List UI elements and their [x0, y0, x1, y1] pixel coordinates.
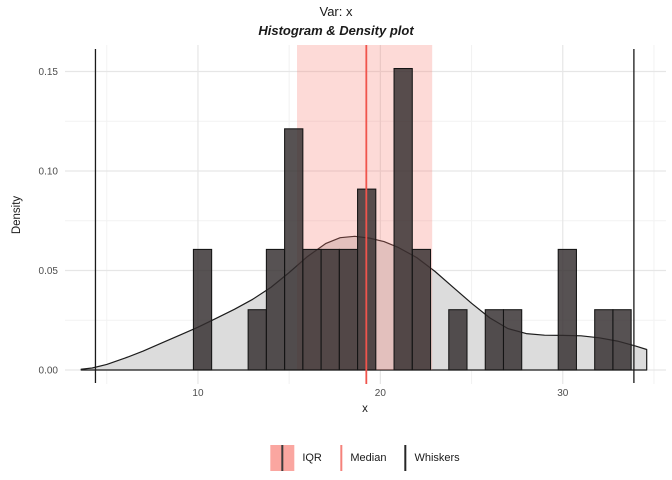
- y-tick-label: 0.05: [39, 266, 59, 277]
- histogram-bar: [612, 309, 632, 371]
- histogram-bar: [338, 248, 359, 371]
- legend-item-median: Median: [339, 445, 387, 471]
- chart-title: Var: x: [319, 4, 353, 19]
- legend: IQR Median Whiskers: [270, 445, 460, 471]
- chart-subtitle: Histogram & Density plot: [258, 23, 414, 38]
- histogram-bar: [302, 248, 322, 371]
- y-tick-label: 0.15: [39, 67, 59, 78]
- median-line-icon: [339, 445, 343, 471]
- histogram-bar: [484, 309, 505, 371]
- histogram-bar: [448, 309, 468, 371]
- histogram-bar: [320, 248, 340, 371]
- histogram-bar: [284, 128, 304, 371]
- histogram-bar: [265, 248, 286, 371]
- histogram-bar: [557, 248, 577, 371]
- x-tick-label: 30: [557, 388, 569, 399]
- whisker-line-icon: [404, 445, 407, 471]
- iqr-swatch-icon: [270, 445, 295, 471]
- legend-item-whiskers: Whiskers: [404, 445, 460, 471]
- histogram-bar: [393, 67, 413, 371]
- x-tick-label: 10: [192, 388, 204, 399]
- histogram-bar: [247, 309, 267, 371]
- y-tick-label: 0.00: [39, 365, 59, 376]
- histogram-bar: [594, 309, 614, 371]
- iqr-swatch-line-icon: [281, 445, 283, 471]
- x-axis-title: x: [362, 403, 368, 415]
- y-axis-title: Density: [11, 195, 23, 235]
- legend-label-median: Median: [350, 452, 387, 464]
- legend-label-iqr: IQR: [302, 452, 322, 464]
- y-tick-label: 0.10: [39, 167, 59, 178]
- histogram-bar: [192, 248, 213, 371]
- x-tick-label: 20: [375, 388, 387, 399]
- histogram-bar: [502, 309, 523, 371]
- legend-label-whiskers: Whiskers: [414, 452, 460, 464]
- histogram-bar: [411, 248, 432, 371]
- legend-item-iqr: IQR: [270, 445, 322, 471]
